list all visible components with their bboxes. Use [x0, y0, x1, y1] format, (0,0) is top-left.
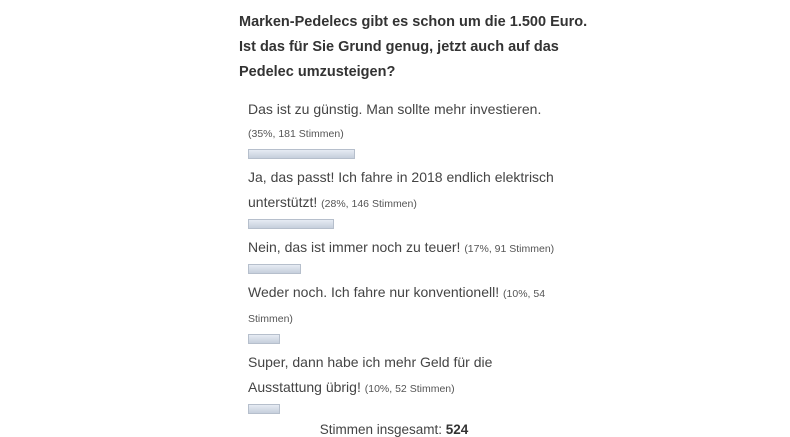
- poll-question-line: Ist das für Sie Grund genug, jetzt auch …: [239, 39, 559, 55]
- poll-answer-label: Ausstattung übrig!: [248, 379, 361, 395]
- poll-answer-bar-track: [248, 334, 569, 344]
- poll-answer-label: Super, dann habe ich mehr Geld für die: [248, 354, 493, 370]
- poll-total-label: Stimmen insgesamt:: [319, 422, 442, 437]
- poll-total-value: 524: [445, 422, 469, 437]
- poll-total: Stimmen insgesamt: 524: [239, 422, 549, 437]
- poll-answer-text: Weder noch. Ich fahre nur konventionell!…: [248, 280, 569, 307]
- poll-answer: Das ist zu günstig. Man sollte mehr inve…: [248, 97, 569, 159]
- poll-answer-text: Ja, das passt! Ich fahre in 2018 endlich…: [248, 165, 569, 217]
- poll-answer: Super, dann habe ich mehr Geld für die A…: [248, 350, 569, 414]
- poll-answer-bar: [248, 264, 301, 274]
- poll-answer-stats-continued: Stimmen): [248, 313, 293, 325]
- poll-answer-bar-track: [248, 264, 569, 274]
- poll-answer-stats: (35%, 181 Stimmen): [248, 128, 344, 140]
- poll-answer: Weder noch. Ich fahre nur konventionell!…: [248, 280, 569, 344]
- poll-answer-label: unterstützt!: [248, 194, 318, 210]
- poll-answer-text: Nein, das ist immer noch zu teuer! (17%,…: [248, 235, 569, 262]
- poll-answer-text: Das ist zu günstig. Man sollte mehr inve…: [248, 97, 569, 122]
- poll-question: Marken-Pedelecs gibt es schon um die 1.5…: [239, 10, 587, 85]
- poll-answer-label: Weder noch. Ich fahre nur konventionell!: [248, 284, 500, 300]
- poll-answer-stats: (10%, 52 Stimmen): [364, 383, 455, 395]
- poll-answer: Ja, das passt! Ich fahre in 2018 endlich…: [248, 165, 569, 229]
- poll-answer-bar: [248, 219, 334, 229]
- poll-answer-stats: (28%, 146 Stimmen): [321, 198, 417, 210]
- poll-answer: Nein, das ist immer noch zu teuer! (17%,…: [248, 235, 569, 274]
- poll-answer-bar-track: [248, 404, 569, 414]
- poll-answer-stats: (17%, 91 Stimmen): [464, 243, 555, 255]
- poll-answer-bar: [248, 149, 355, 159]
- poll-answers: Das ist zu günstig. Man sollte mehr inve…: [239, 97, 569, 414]
- poll-widget: Marken-Pedelecs gibt es schon um die 1.5…: [239, 10, 587, 437]
- poll-answer-bar: [248, 334, 280, 344]
- poll-answer-bar: [248, 404, 280, 414]
- poll-answer-bar-track: [248, 149, 569, 159]
- poll-answer-label: Das ist zu günstig. Man sollte mehr inve…: [248, 101, 542, 117]
- poll-answer-label: Ja, das passt! Ich fahre in 2018 endlich…: [248, 169, 554, 185]
- poll-answer-text: Super, dann habe ich mehr Geld für die A…: [248, 350, 569, 402]
- poll-answer-label: Nein, das ist immer noch zu teuer!: [248, 239, 461, 255]
- poll-answer-bar-track: [248, 219, 569, 229]
- poll-answer-stats: (10%, 54: [503, 288, 546, 300]
- poll-question-line: Marken-Pedelecs gibt es schon um die 1.5…: [239, 14, 588, 30]
- poll-question-line: Pedelec umzusteigen?: [239, 64, 396, 80]
